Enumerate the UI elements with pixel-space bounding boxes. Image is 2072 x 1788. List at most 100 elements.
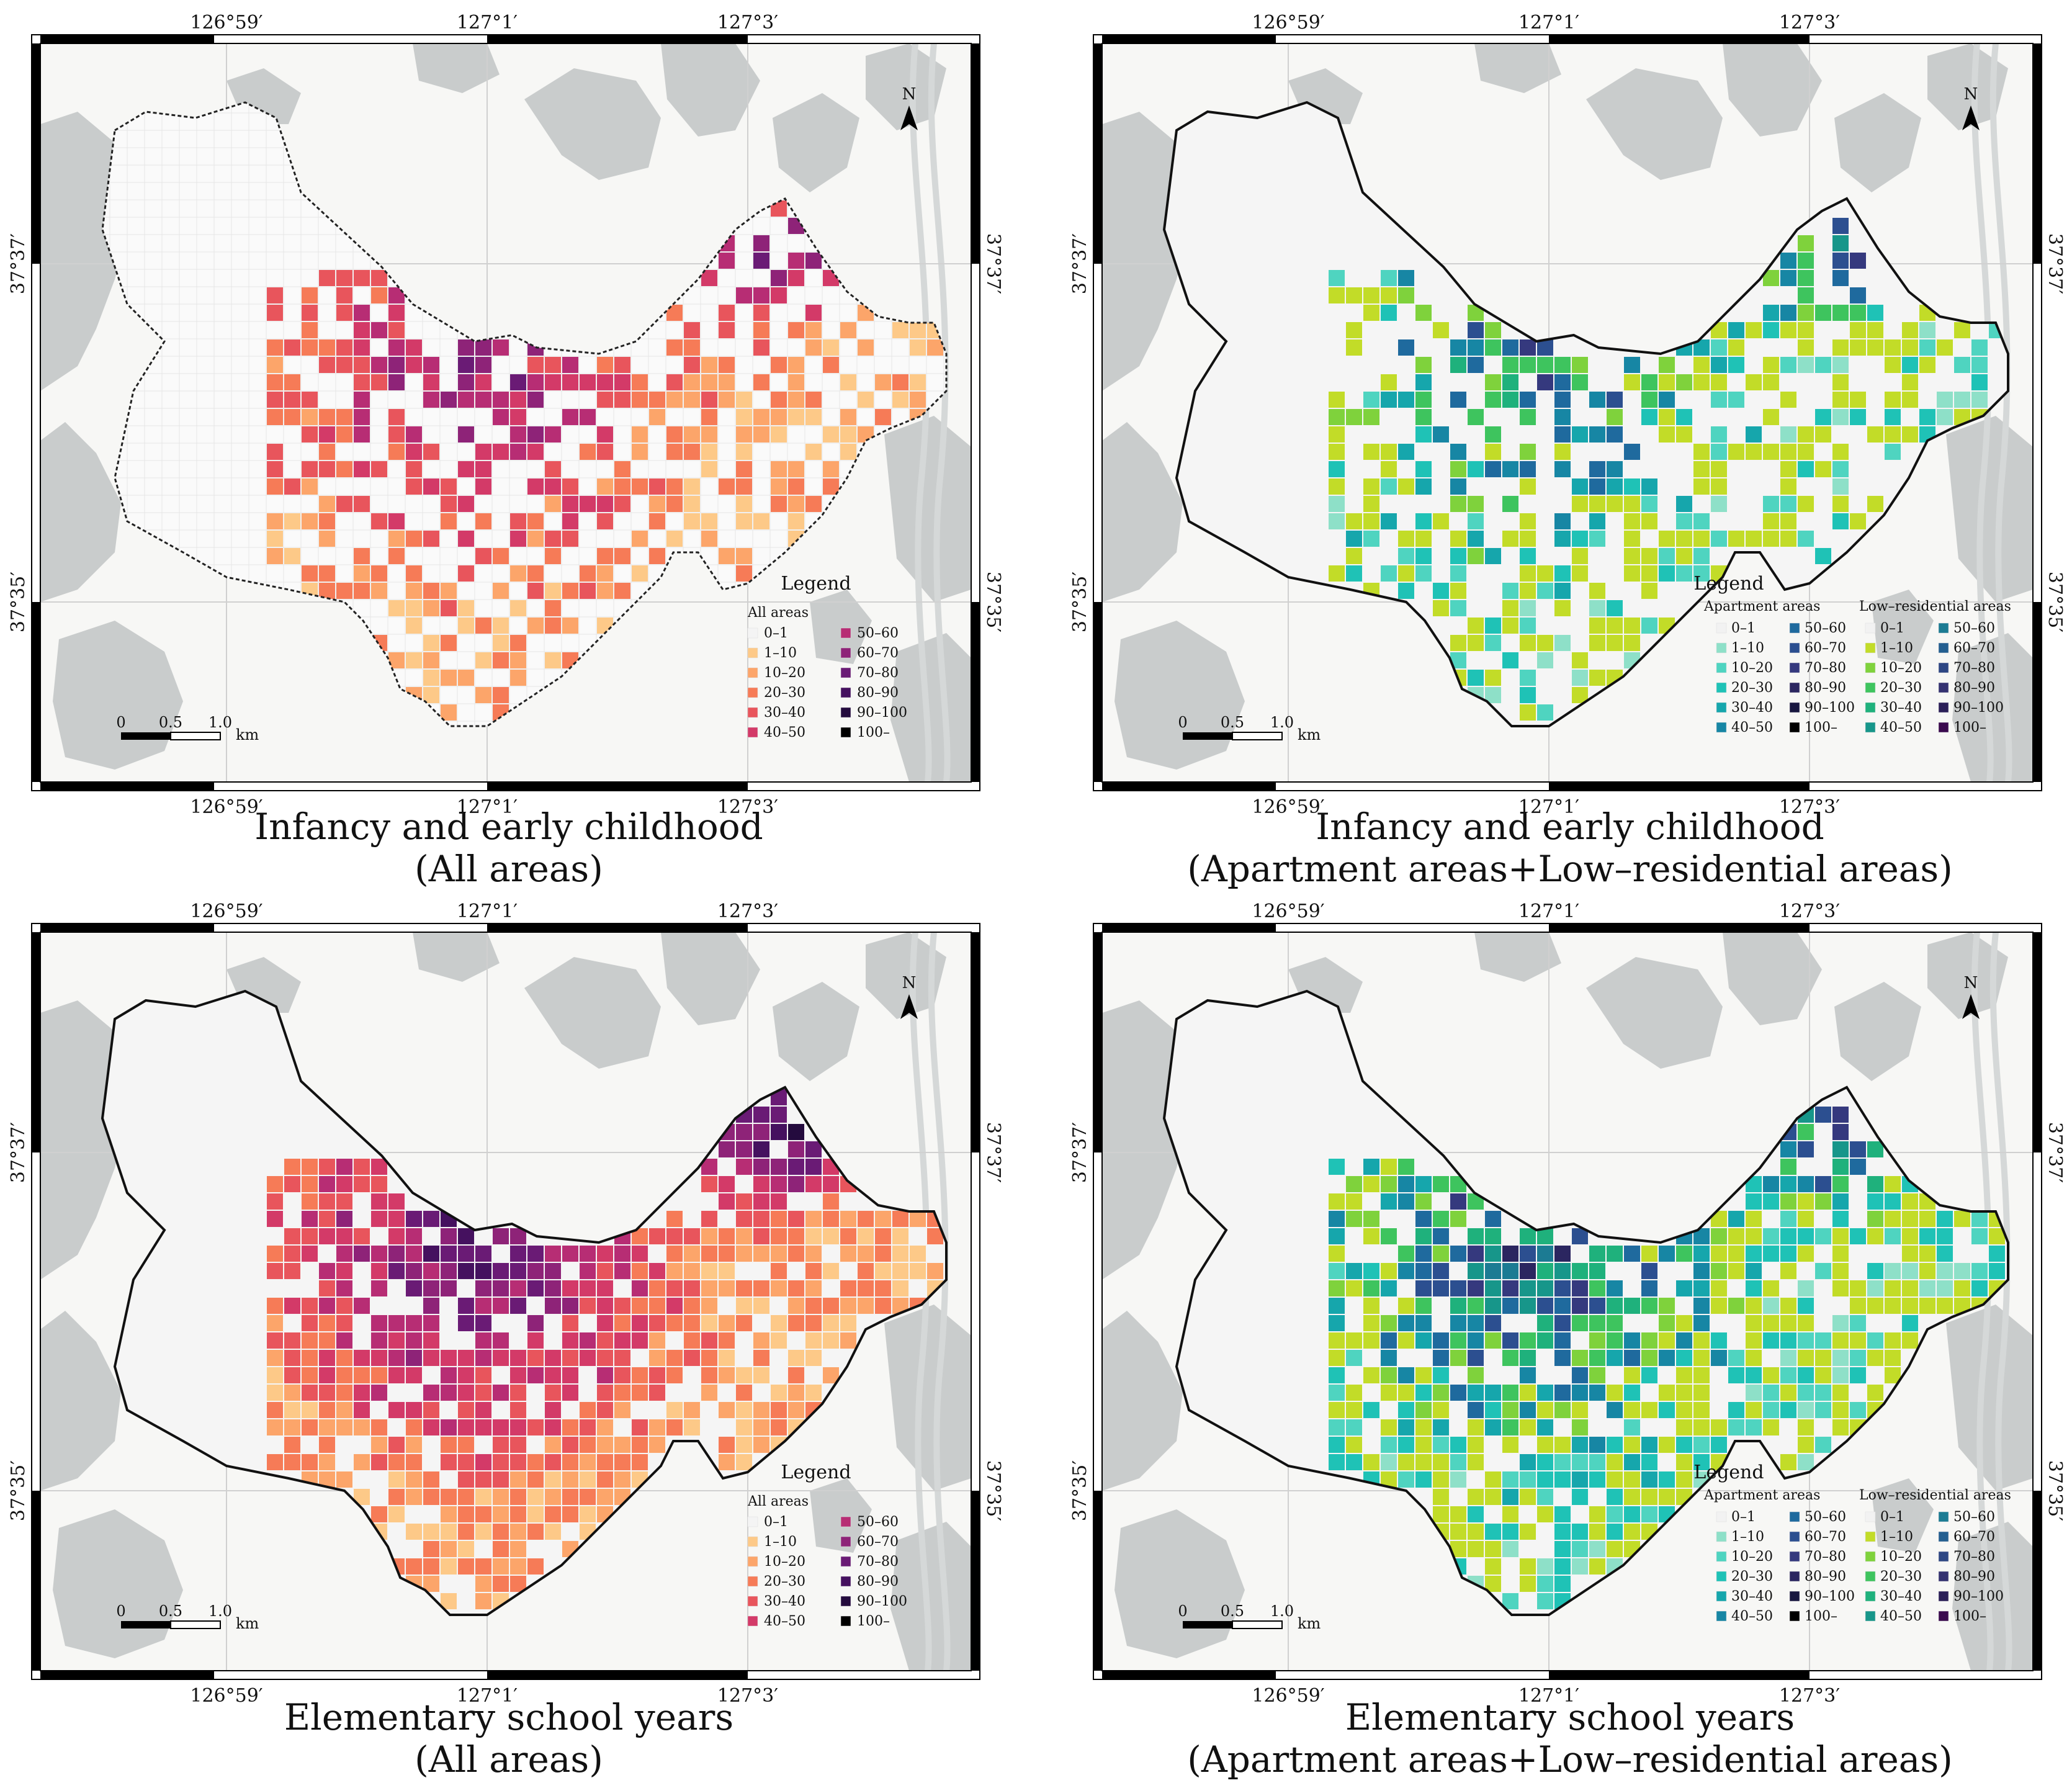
grid-cell — [545, 1350, 561, 1366]
grid-cell — [632, 1437, 648, 1453]
grid-cell — [892, 322, 908, 338]
grid-cells — [267, 1089, 943, 1609]
grid-cell — [788, 496, 804, 512]
grid-cell — [1450, 444, 1466, 460]
grid-cell — [1329, 1211, 1345, 1227]
grid-cell — [1346, 1280, 1362, 1296]
grid-cell — [302, 392, 318, 408]
grid-cell — [406, 600, 422, 616]
legend-label: 1–10 — [1880, 640, 1913, 656]
grid-cell — [1832, 1419, 1849, 1435]
grid-cell — [1468, 1263, 1484, 1279]
grid-cell — [284, 1454, 300, 1470]
grid-cell — [1520, 392, 1536, 408]
legend-swatch — [1865, 682, 1876, 693]
grid-cell — [1433, 1419, 1449, 1435]
grid-cell — [597, 478, 613, 495]
grid-cell — [1398, 1332, 1414, 1349]
grid-cell — [753, 1246, 769, 1262]
legend-swatch — [747, 687, 758, 698]
grid-cell — [545, 1263, 561, 1279]
grid-cell — [1798, 305, 1814, 321]
legend-swatch — [1938, 622, 1949, 634]
grid-cell — [319, 1298, 335, 1314]
grid-cell — [1485, 426, 1501, 443]
grid-cell — [927, 339, 943, 356]
grid-cell — [632, 426, 648, 443]
grid-cell — [701, 1228, 717, 1244]
grid-cell — [1589, 1541, 1605, 1557]
grid-cell — [1450, 478, 1466, 495]
grid-cell — [649, 548, 665, 564]
grid-cell — [1641, 392, 1657, 408]
grid-cell — [1520, 531, 1536, 547]
grid-cell — [805, 1350, 822, 1366]
grid-cell — [1832, 478, 1849, 495]
grid-cell — [354, 496, 370, 512]
grid-cell — [1520, 687, 1536, 703]
grid-cell — [614, 496, 630, 512]
legend-swatch — [840, 627, 851, 639]
grid-cell — [1902, 1263, 1918, 1279]
grid-cell — [1468, 1419, 1484, 1435]
grid-cell — [1624, 374, 1640, 390]
grid-cell — [1520, 670, 1536, 686]
grid-cell — [823, 426, 839, 443]
grid-cell — [1329, 1246, 1345, 1262]
grid-cell — [388, 1471, 405, 1488]
grid-cell — [1363, 305, 1379, 321]
grid-cell — [1537, 1471, 1553, 1488]
grid-cell — [493, 409, 509, 425]
grid-cell — [302, 409, 318, 425]
grid-cell — [423, 374, 439, 390]
grid-cell — [1711, 1280, 1727, 1296]
grid-cell — [1659, 409, 1675, 425]
grid-cell — [1693, 1419, 1710, 1435]
grid-cell — [580, 565, 596, 582]
grid-cell — [527, 426, 544, 443]
grid-cell — [1641, 1437, 1657, 1453]
grid-cell — [736, 1141, 752, 1157]
grid-cell — [580, 1263, 596, 1279]
grid-cell — [614, 1385, 630, 1401]
grid-cell — [1798, 1315, 1814, 1331]
grid-cell — [1329, 1385, 1345, 1401]
grid-cell — [441, 600, 457, 616]
grid-cell — [562, 1246, 578, 1262]
grid-cell — [423, 1402, 439, 1418]
grid-cell — [493, 1506, 509, 1522]
scalebar-tick: 0 — [116, 1602, 125, 1620]
grid-cell — [475, 1593, 491, 1609]
grid-cell — [1520, 478, 1536, 495]
grid-cell — [510, 1385, 526, 1401]
grid-cell — [1919, 357, 1935, 373]
legend-title: Legend — [1693, 573, 1764, 595]
grid-cell — [1520, 1246, 1536, 1262]
grid-cell — [1450, 496, 1466, 512]
grid-cell — [319, 496, 335, 512]
grid-cell — [632, 565, 648, 582]
grid-cell — [441, 704, 457, 721]
grid-cell — [527, 478, 544, 495]
grid-cell — [1867, 496, 1883, 512]
grid-cell — [788, 1367, 804, 1383]
grid-cell — [493, 548, 509, 564]
legend-swatch — [1938, 702, 1949, 713]
grid-cell — [1450, 1506, 1466, 1522]
grid-cell — [510, 635, 526, 651]
grid-cell — [1728, 1419, 1744, 1435]
grid-cell — [805, 1385, 822, 1401]
grid-cell — [388, 513, 405, 529]
grid-cell — [1363, 513, 1379, 529]
grid-cell — [771, 409, 787, 425]
grid-cell — [701, 409, 717, 425]
grid-cell — [354, 1298, 370, 1314]
grid-cell — [580, 583, 596, 599]
grid-cell — [1433, 1385, 1449, 1401]
grid-cell — [649, 1315, 665, 1331]
legend-swatch — [840, 1576, 851, 1587]
grid-cell — [458, 1541, 474, 1557]
map-panel-infancy-all — [40, 43, 971, 782]
grid-cell — [458, 392, 474, 408]
grid-cell — [1381, 513, 1397, 529]
